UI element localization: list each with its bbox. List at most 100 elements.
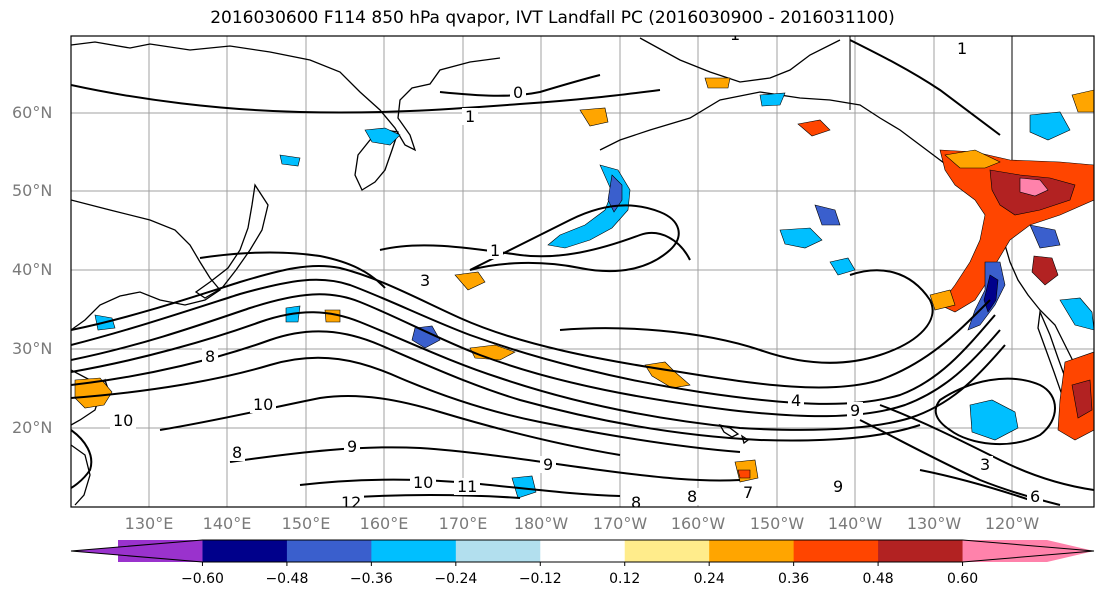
latitude-label: 20°N [12,418,53,437]
shade-blob-mexico-core [1071,379,1093,419]
shade-blob-dateline-blue [411,325,441,349]
colorbar-segment [540,540,626,562]
shade-blob-trop-blue-2 [279,154,301,167]
longitude-label: 180°W [513,514,569,533]
longitude-label: 170°E [438,514,488,533]
shade-blob-pnw-orange [944,149,1001,169]
contour-east-loop [559,269,934,364]
shade-blob-trop-orange-4 [929,289,956,311]
contour-label-background [462,108,478,125]
shade-blob-nw-orange [579,107,609,127]
shade-blob-kuril-orange [454,271,486,291]
shade-blob-trop-blue-3 [759,92,786,107]
contour-philippines-loops [71,429,93,489]
shade-blob-mid-blue-1 [779,227,823,249]
colorbar-tick-label: −0.12 [518,571,562,587]
contour-10 [159,394,621,456]
contour-label: 10 [253,395,273,414]
colorbar-tick-label: −0.24 [434,571,478,587]
colorbar-tick-label: 0.36 [778,571,810,587]
contour-jet-1 [71,265,991,389]
contour-label-background [788,392,804,409]
contour-label: 8 [631,493,641,512]
shade-blob-sakhalin-blue [364,127,401,146]
contour-label-background [110,412,136,429]
contour-label: 6 [1030,487,1040,506]
contour-label: 9 [543,455,553,474]
philippines-coast [71,444,91,506]
colorbar-tick-label: 0.12 [609,571,641,587]
contour-jet-5 [71,330,921,442]
contour-sw-3 [879,404,1094,491]
shade-blob-mid-blue-3 [829,257,856,276]
contour-label: 10 [113,411,133,430]
latitude-label: 40°N [12,260,53,279]
contour-label: 8 [205,347,215,366]
alaska-coast [639,37,841,83]
contour-label-background [250,396,276,413]
contour-label-background [1027,488,1043,505]
shade-blob-trop-blue-4 [1059,297,1094,331]
contour-label-background [977,456,993,473]
shade-blob-nw-blue [1029,111,1071,141]
contour-label: 3 [980,455,990,474]
contour-label: 1 [730,25,740,44]
contour-label-background [847,402,863,419]
contour-label: 11 [457,477,477,496]
contour-1-north [71,84,661,114]
contour-tropical-6 [919,469,1031,501]
colorbar-tick-label: −0.48 [265,571,309,587]
contour-label-background [740,484,756,501]
colorbar-segment [962,540,1094,562]
asia-coastline [71,41,501,152]
colorbar-tick-label: 0.48 [862,571,894,587]
contour-northeast-1 [849,39,1001,136]
contour-label: 10 [413,473,433,492]
contour-label: 9 [850,401,860,420]
shade-blob-inland-blue [1029,224,1061,249]
longitude-label: 160°W [670,514,726,533]
colorbar-segment [371,540,457,562]
contour-label: 12 [341,493,361,512]
colorbar-segment [286,540,372,562]
longitude-label: 130°W [906,514,962,533]
plot-border [70,35,1095,508]
colorbar-segment [71,540,203,562]
ivt-contours [71,39,1094,506]
contour-label-background [410,474,436,491]
contour-label: 1 [490,241,500,260]
shade-blob-gulf-blue [547,164,631,249]
contour-label: 1 [957,39,967,58]
contour-label-background [510,84,526,101]
shade-blob-mid-blue-2 [814,204,841,226]
contour-label-background [338,494,364,507]
contour-mid-1 [379,232,691,261]
colorbar [70,539,1095,566]
shade-blob-trop-orange-2 [704,77,731,89]
contour-label-background [344,438,360,455]
shade-blob-inland-red [1031,255,1059,286]
contour-label: 1 [465,107,475,126]
colorbar-tick-label: −0.36 [349,571,393,587]
contour-jet-3 [71,293,1001,418]
contour-label-background [229,444,245,461]
contour-label-background [727,36,743,43]
contour-label: 7 [743,483,753,502]
shade-blob-subtrop-blue [969,399,1019,441]
contour-label: 4 [791,391,801,410]
contour-label-background [454,478,480,495]
colorbar-tick-label: 0.24 [693,571,725,587]
longitude-label: 160°E [359,514,409,533]
colorbar-segment [624,540,710,562]
contour-asia-3 [199,251,386,289]
asia-east-coast [71,199,221,331]
contour-label-background [417,272,433,289]
longitude-label: 140°E [202,514,252,533]
latitude-label: 60°N [12,103,53,122]
contour-label-background [628,494,644,507]
contour-label-background [954,40,970,57]
colorbar-tick-label: −0.60 [181,571,224,587]
colorbar-segment [202,540,288,562]
contour-0-north [439,74,601,97]
